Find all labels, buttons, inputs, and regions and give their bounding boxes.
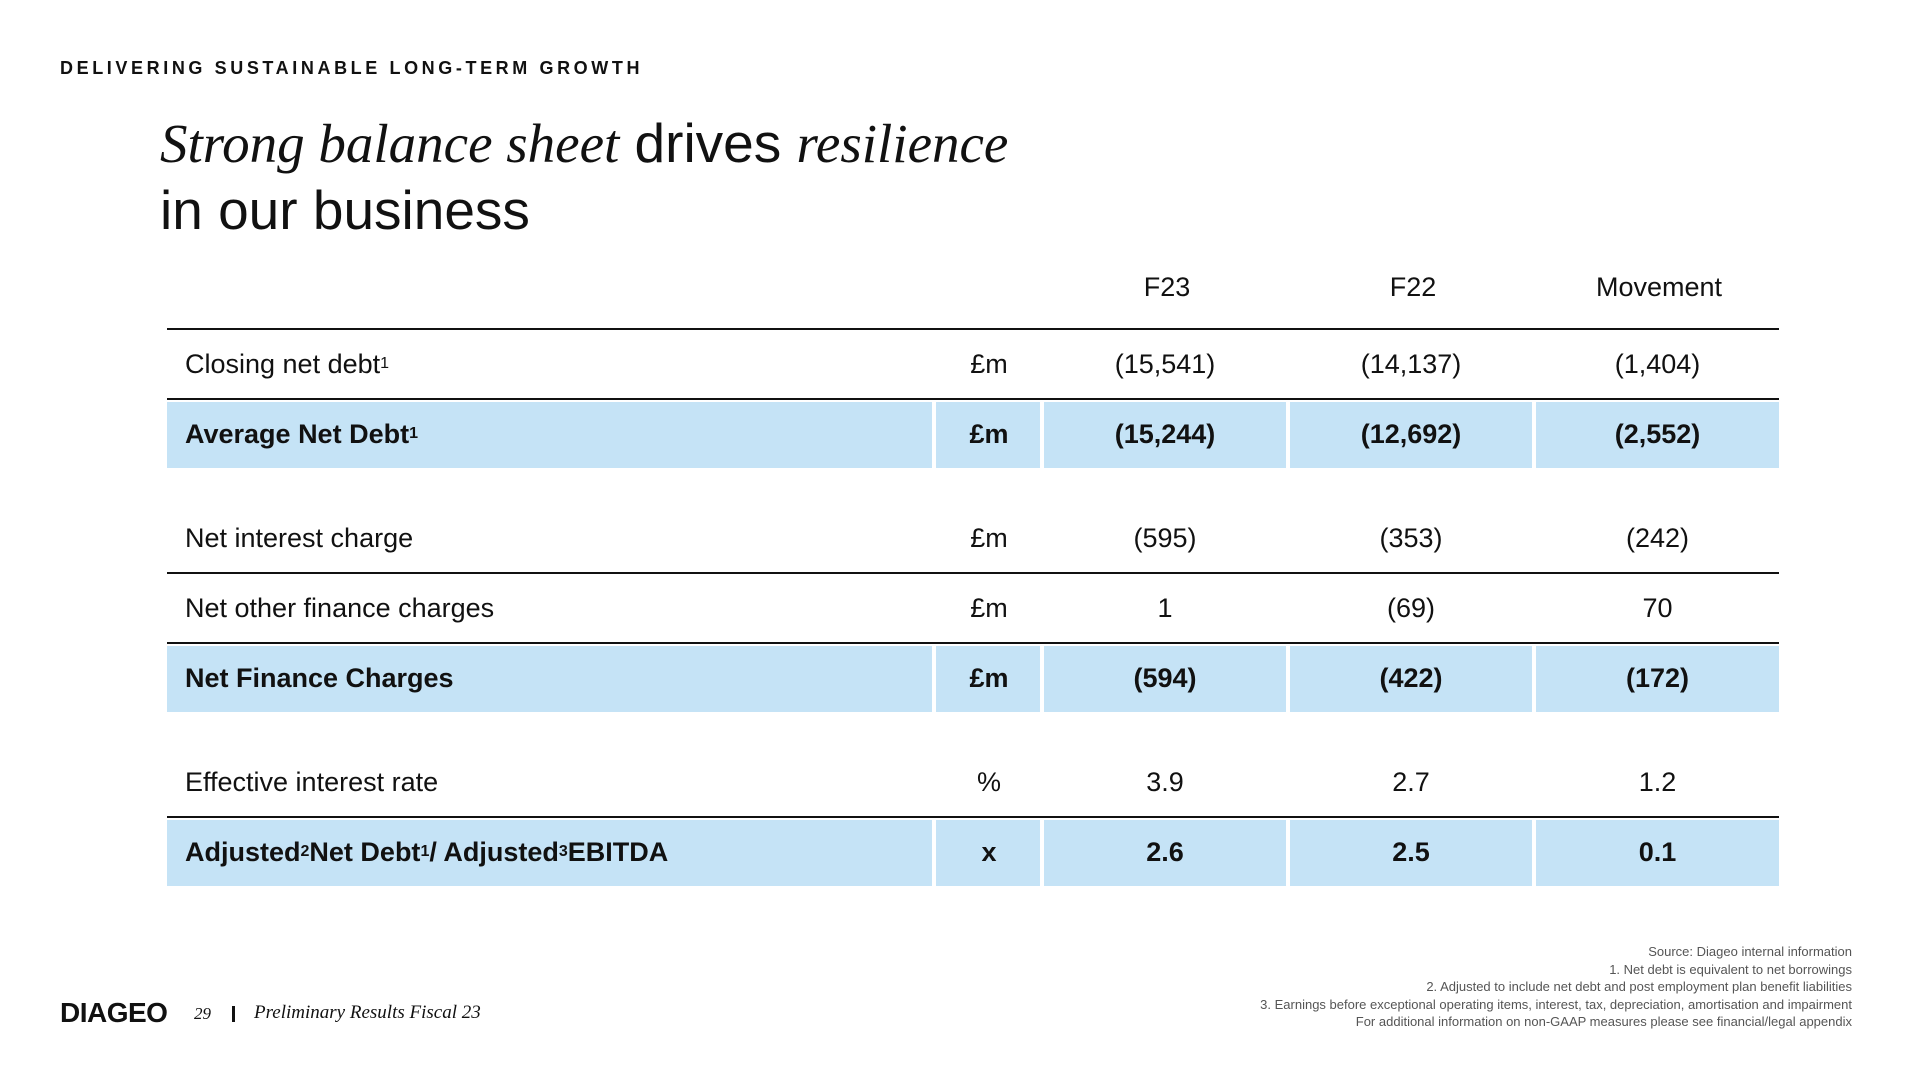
row-label: Net interest charge <box>185 522 414 553</box>
row-unit: £m <box>969 418 1009 449</box>
row-value-f23: (595) <box>1133 522 1197 553</box>
row-unit: £m <box>970 522 1008 553</box>
section-kicker: DELIVERING SUSTAINABLE LONG-TERM GROWTH <box>60 58 644 78</box>
row-value-f23: (15,244) <box>1114 418 1216 449</box>
table-rule <box>167 572 1779 574</box>
row-value-f22: 2.7 <box>1392 766 1430 797</box>
row-value-f23: (594) <box>1133 662 1197 693</box>
row-label: Closing net debt 1 <box>185 348 390 379</box>
financial-table: Closing net debt 1 £m (15,541) (14,137) (… <box>167 328 1779 886</box>
page-title: Strong balance sheet drives resilience i… <box>160 110 1008 243</box>
title-line-2: in our business <box>160 179 530 241</box>
row-unit: £m <box>969 662 1009 693</box>
column-header-f23: F23 <box>1143 272 1191 302</box>
row-value-f23: 2.6 <box>1146 836 1184 867</box>
diageo-logo: DIAGEO <box>60 997 168 1028</box>
page-separator <box>232 1006 235 1022</box>
footnote-additional: For additional information on non-GAAP m… <box>1355 1014 1852 1029</box>
row-unit: % <box>976 766 1001 797</box>
page-number: 29 <box>194 1004 211 1023</box>
row-value-movement: (242) <box>1625 522 1690 553</box>
row-value-f22: (14,137) <box>1360 348 1462 379</box>
table-row: Closing net debt 1 £m (15,541) (14,137) (… <box>167 330 1779 398</box>
footer-title: Preliminary Results Fiscal 23 <box>254 1002 481 1023</box>
row-unit: £m <box>970 348 1008 379</box>
row-value-f22: (12,692) <box>1360 418 1462 449</box>
table-row-highlight: Net Finance Charges £m (594) (422) (172) <box>167 644 1779 712</box>
table-rule <box>167 642 1779 644</box>
row-label: Adjusted 2 Net Debt 1 / Adjusted 3 EBITDA <box>185 836 669 867</box>
row-value-f22: (422) <box>1379 662 1443 693</box>
column-header-movement: Movement <box>1595 272 1723 302</box>
footnote-source: Source: Diageo internal information <box>1648 944 1852 959</box>
column-header-f22: F22 <box>1389 272 1437 302</box>
footnotes: Source: Diageo internal information 1. N… <box>1260 943 1852 1031</box>
row-value-movement: 70 <box>1642 592 1673 623</box>
row-value-movement: (2,552) <box>1614 418 1701 449</box>
row-value-movement: 0.1 <box>1638 836 1677 867</box>
row-label: Effective interest rate <box>185 766 439 797</box>
row-unit: £m <box>970 592 1008 623</box>
footnote-3: 3. Earnings before exceptional operating… <box>1260 996 1852 1012</box>
row-value-f22: (69) <box>1386 592 1435 623</box>
row-label: Average Net Debt 1 <box>185 418 418 449</box>
title-part-2: drives <box>619 112 797 174</box>
footnote-2: 2. Adjusted to include net debt and post… <box>1426 979 1852 994</box>
row-value-f23: 1 <box>1157 592 1173 623</box>
row-unit: x <box>981 836 997 867</box>
table-rule <box>167 328 1779 330</box>
title-part-1: Strong balance sheet <box>160 113 620 174</box>
row-value-movement: (1,404) <box>1614 348 1701 379</box>
row-value-f23: 3.9 <box>1146 766 1184 797</box>
table-rule <box>167 816 1779 818</box>
row-value-movement: (172) <box>1625 662 1690 693</box>
footnote-1: 1. Net debt is equivalent to net borrowi… <box>1609 961 1852 977</box>
title-part-3: resilience <box>796 113 1009 174</box>
table-row: Net other finance charges £m 1 (69) 70 <box>167 574 1779 642</box>
table-rule <box>167 398 1779 400</box>
row-value-f22: (353) <box>1379 522 1443 553</box>
table-row: Effective interest rate % 3.9 2.7 1.2 <box>167 748 1779 816</box>
row-value-f23: (15,541) <box>1114 348 1216 379</box>
table-row: Net interest charge £m (595) (353) (242) <box>167 504 1779 572</box>
row-label: Net other finance charges <box>185 592 495 623</box>
row-value-f22: 2.5 <box>1392 836 1430 867</box>
row-value-movement: 1.2 <box>1638 766 1677 797</box>
table-row-highlight: Adjusted 2 Net Debt 1 / Adjusted 3 EBITDA x… <box>167 818 1779 886</box>
table-row-highlight: Average Net Debt 1 £m (15,244) (12,692) (… <box>167 400 1779 468</box>
row-label: Net Finance Charges <box>185 662 454 693</box>
